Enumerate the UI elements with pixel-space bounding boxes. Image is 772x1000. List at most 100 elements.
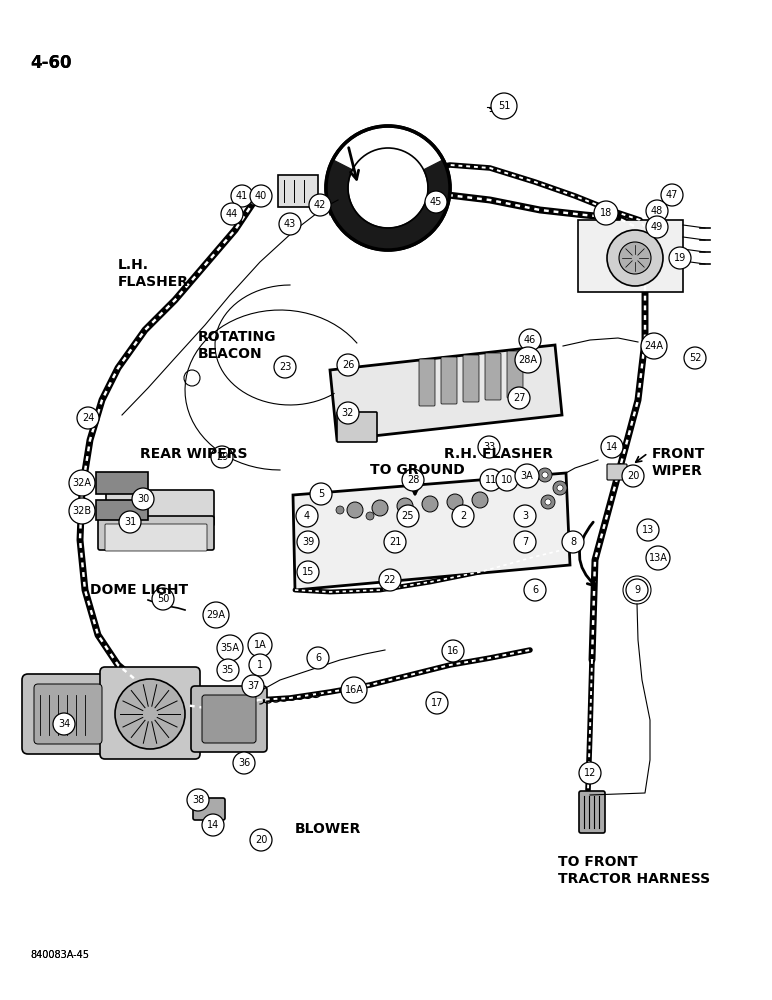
- Circle shape: [233, 752, 255, 774]
- Text: 47: 47: [665, 190, 678, 200]
- Text: 6: 6: [532, 585, 538, 595]
- Text: 5: 5: [318, 489, 324, 499]
- Circle shape: [641, 333, 667, 359]
- Text: 23: 23: [279, 362, 291, 372]
- Circle shape: [297, 561, 319, 583]
- Circle shape: [119, 511, 141, 533]
- FancyBboxPatch shape: [96, 500, 148, 520]
- FancyBboxPatch shape: [419, 359, 435, 406]
- Text: 33: 33: [482, 442, 495, 452]
- Text: 25: 25: [401, 511, 415, 521]
- Circle shape: [541, 495, 555, 509]
- Circle shape: [53, 713, 75, 735]
- Text: 21: 21: [389, 537, 401, 547]
- FancyBboxPatch shape: [96, 472, 148, 494]
- Circle shape: [217, 635, 243, 661]
- Circle shape: [622, 465, 644, 487]
- Text: 12: 12: [584, 768, 596, 778]
- Circle shape: [601, 436, 623, 458]
- Text: TO FRONT
TRACTOR HARNESS: TO FRONT TRACTOR HARNESS: [558, 855, 710, 886]
- FancyBboxPatch shape: [578, 220, 683, 292]
- Text: 27: 27: [513, 393, 525, 403]
- Circle shape: [297, 531, 319, 553]
- Circle shape: [557, 485, 563, 491]
- FancyBboxPatch shape: [193, 798, 225, 820]
- Circle shape: [442, 640, 464, 662]
- Text: 11: 11: [485, 475, 497, 485]
- Circle shape: [69, 498, 95, 524]
- Circle shape: [579, 762, 601, 784]
- Text: REAR WIPERS: REAR WIPERS: [140, 447, 248, 461]
- Text: 14: 14: [207, 820, 219, 830]
- Circle shape: [351, 509, 359, 517]
- Circle shape: [619, 242, 651, 274]
- Text: 30: 30: [137, 494, 149, 504]
- Text: 13: 13: [642, 525, 654, 535]
- Circle shape: [307, 647, 329, 669]
- Circle shape: [187, 789, 209, 811]
- Text: 17: 17: [431, 698, 443, 708]
- Circle shape: [115, 679, 185, 749]
- Text: 52: 52: [689, 353, 701, 363]
- Circle shape: [242, 675, 264, 697]
- Circle shape: [397, 505, 419, 527]
- Circle shape: [337, 402, 359, 424]
- FancyBboxPatch shape: [441, 357, 457, 404]
- Text: 1: 1: [257, 660, 263, 670]
- Text: ROTATING
BEACON: ROTATING BEACON: [198, 330, 276, 361]
- Text: DOME LIGHT: DOME LIGHT: [90, 583, 188, 597]
- Circle shape: [379, 569, 401, 591]
- Circle shape: [524, 579, 546, 601]
- Circle shape: [425, 191, 447, 213]
- Text: 4: 4: [304, 511, 310, 521]
- Text: 2: 2: [460, 511, 466, 521]
- Text: 840083A-45: 840083A-45: [30, 950, 89, 960]
- Circle shape: [77, 407, 99, 429]
- Text: 49: 49: [651, 222, 663, 232]
- Circle shape: [347, 502, 363, 518]
- Text: BLOWER: BLOWER: [295, 822, 361, 836]
- FancyArrowPatch shape: [580, 522, 596, 586]
- Text: 32B: 32B: [73, 506, 92, 516]
- Text: 32: 32: [342, 408, 354, 418]
- Text: 50: 50: [157, 594, 169, 604]
- Circle shape: [309, 194, 331, 216]
- Circle shape: [553, 481, 567, 495]
- Circle shape: [514, 531, 536, 553]
- Polygon shape: [293, 473, 570, 590]
- Text: 14: 14: [606, 442, 618, 452]
- Text: 13A: 13A: [648, 553, 668, 563]
- Circle shape: [452, 505, 474, 527]
- Circle shape: [542, 472, 548, 478]
- FancyBboxPatch shape: [278, 175, 318, 207]
- Text: 22: 22: [384, 575, 396, 585]
- Circle shape: [384, 531, 406, 553]
- Text: 840083A-45: 840083A-45: [30, 950, 89, 960]
- Text: L.H.
FLASHER: L.H. FLASHER: [118, 258, 189, 289]
- Text: 37: 37: [247, 681, 259, 691]
- Circle shape: [508, 387, 530, 409]
- FancyBboxPatch shape: [105, 524, 207, 551]
- Text: 8: 8: [570, 537, 576, 547]
- Circle shape: [472, 492, 488, 508]
- FancyBboxPatch shape: [100, 667, 200, 759]
- Text: 9: 9: [634, 585, 640, 595]
- Text: R.H. FLASHER: R.H. FLASHER: [444, 447, 553, 461]
- Circle shape: [231, 185, 253, 207]
- Text: 40: 40: [255, 191, 267, 201]
- Circle shape: [248, 633, 272, 657]
- FancyBboxPatch shape: [202, 695, 256, 743]
- FancyBboxPatch shape: [507, 351, 523, 398]
- Text: 24: 24: [82, 413, 94, 423]
- Circle shape: [480, 469, 502, 491]
- Circle shape: [202, 814, 224, 836]
- Circle shape: [626, 579, 648, 601]
- Text: 6: 6: [315, 653, 321, 663]
- Circle shape: [250, 185, 272, 207]
- Circle shape: [562, 531, 584, 553]
- Text: 4-60: 4-60: [30, 54, 72, 72]
- Text: 15: 15: [302, 567, 314, 577]
- Text: 29A: 29A: [206, 610, 225, 620]
- Circle shape: [274, 356, 296, 378]
- Circle shape: [203, 602, 229, 628]
